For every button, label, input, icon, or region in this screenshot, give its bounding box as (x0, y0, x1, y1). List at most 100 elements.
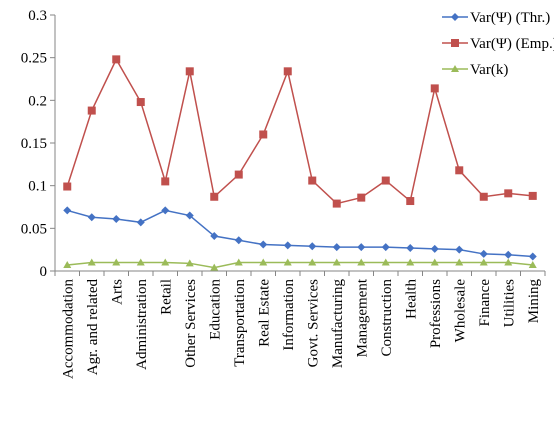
data-point (381, 243, 390, 252)
data-point (87, 213, 96, 222)
data-point (504, 189, 513, 198)
series-line (66, 57, 533, 205)
x-tick-label: Wholesale (452, 279, 468, 343)
y-tick-label: 0.05 (21, 221, 47, 237)
data-point (87, 106, 96, 115)
data-point (259, 258, 268, 266)
legend-item: Var(Ψ) (Thr.) (442, 10, 550, 26)
y-tick-label: 0.3 (28, 8, 47, 24)
y-tick-label: 0.1 (28, 179, 47, 195)
x-tick-label: Manufacturing (330, 279, 346, 369)
legend-item: Var(Ψ) (Emp.) (442, 36, 554, 52)
data-point (136, 98, 145, 107)
data-point (63, 261, 72, 269)
data-point (283, 241, 292, 250)
data-point (332, 258, 341, 266)
data-point (210, 263, 219, 271)
legend: Var(Ψ) (Thr.) Var(Ψ) (Emp.) Var(k) (442, 10, 554, 78)
x-tick-label: Utilities (501, 279, 517, 327)
data-point (259, 130, 268, 139)
y-tick-label: 0 (40, 264, 48, 280)
series-layer (63, 55, 537, 271)
data-point (381, 176, 390, 185)
data-point (406, 258, 415, 266)
data-point (283, 258, 292, 266)
data-point (308, 176, 317, 185)
x-tick-label: Real Estate (256, 279, 272, 347)
data-point (308, 242, 317, 251)
data-point (87, 258, 96, 266)
data-point (210, 192, 219, 201)
data-point (185, 67, 194, 76)
data-point (283, 67, 292, 76)
data-point (357, 193, 366, 202)
x-tick-label: Arts (109, 279, 125, 305)
x-tick-label: Transportation (232, 279, 248, 367)
y-tick-label: 0.25 (21, 51, 47, 67)
legend-label: Var(Ψ) (Thr.) (470, 10, 550, 26)
data-point (332, 199, 341, 208)
data-point (430, 84, 439, 93)
series-line (67, 209, 533, 258)
data-point (430, 258, 439, 266)
data-point (451, 13, 459, 21)
data-point (357, 258, 366, 266)
data-point (406, 243, 415, 252)
data-point (332, 243, 341, 252)
data-point (210, 232, 219, 241)
x-tick-label: Health (403, 279, 419, 319)
data-point (112, 214, 121, 223)
data-point (455, 166, 464, 175)
x-tick-label: Professions (428, 279, 444, 348)
x-tick-label: Management (354, 278, 370, 357)
data-point (185, 211, 194, 220)
data-point (381, 258, 390, 266)
y-tick-label: 0.2 (28, 93, 47, 109)
x-tick-label: Govt. Services (305, 279, 321, 367)
data-point (528, 261, 537, 269)
data-point (259, 240, 268, 249)
data-point (234, 258, 243, 266)
x-tick-label: Mining (526, 279, 542, 324)
data-point (112, 258, 121, 266)
x-axis: Accommodation Agr. and related Arts Adminis… (54, 270, 546, 379)
data-point (136, 218, 145, 227)
data-point (63, 206, 72, 215)
data-point (357, 243, 366, 252)
legend-item: Var(k) (442, 62, 508, 78)
series-line (67, 261, 533, 269)
series-2 (63, 55, 537, 208)
data-point (161, 177, 170, 186)
data-point (430, 244, 439, 253)
data-point (528, 191, 537, 200)
legend-label: Var(k) (470, 62, 508, 78)
data-point (185, 259, 194, 267)
data-point (504, 258, 513, 266)
data-point (528, 252, 537, 261)
data-point (479, 192, 488, 201)
x-tick-label: Accommodation (60, 279, 76, 379)
legend-label: Var(Ψ) (Emp.) (470, 36, 554, 52)
data-point (161, 258, 170, 266)
x-tick-label: Retail (158, 279, 174, 315)
data-point (161, 206, 170, 215)
data-point (406, 197, 415, 206)
x-tick-label: Construction (379, 279, 395, 357)
x-tick-label: Other Services (183, 279, 199, 368)
x-tick-label: Finance (477, 279, 493, 327)
data-point (455, 258, 464, 266)
data-point (136, 258, 145, 266)
data-point (504, 250, 513, 259)
x-tick-label: Agr. and related (85, 279, 101, 376)
y-tick-label: 0.15 (21, 136, 47, 152)
series-1 (63, 206, 537, 261)
x-tick-label: Information (281, 279, 297, 351)
data-point (308, 258, 317, 266)
data-point (63, 182, 72, 191)
data-point (112, 55, 121, 64)
y-axis: 0 0.05 0.1 0.15 0.2 0.25 0.3 (21, 8, 56, 280)
data-point (455, 245, 464, 254)
data-point (451, 65, 459, 72)
data-point (479, 249, 488, 258)
